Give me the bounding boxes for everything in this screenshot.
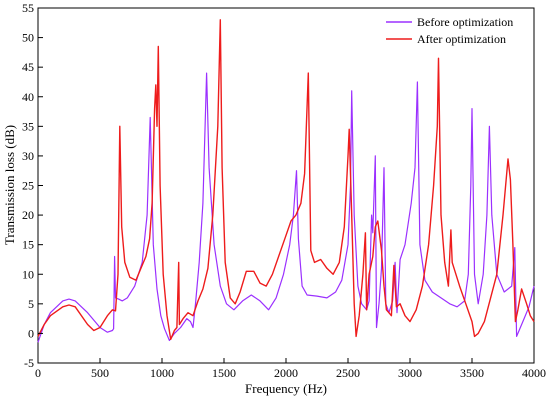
legend-label-before: Before optimization	[417, 15, 513, 29]
x-tick-label: 3000	[398, 366, 422, 380]
x-tick-label: 2500	[336, 366, 360, 380]
y-tick-label: 50	[22, 31, 34, 45]
y-tick-label: 30	[22, 149, 34, 163]
x-tick-label: 2000	[274, 366, 298, 380]
series-line-after-optimization	[37, 19, 535, 340]
y-tick-label: 20	[22, 208, 34, 222]
legend-label-after: After optimization	[417, 32, 506, 46]
y-axis-title: Transmission loss (dB)	[2, 125, 17, 245]
y-tick-label: 5	[28, 297, 34, 311]
y-tick-label: 40	[22, 90, 34, 104]
ticks-layer: 0 500 1000 1500 2000 2500 3000 3500 4000-5051015…	[22, 1, 546, 380]
y-tick-label: 55	[22, 1, 34, 15]
series-line-before-optimization	[37, 72, 535, 343]
y-tick-label: 15	[22, 238, 34, 252]
x-axis-title: Frequency (Hz)	[245, 381, 327, 396]
y-tick-label: -5	[24, 356, 34, 370]
series-layer	[37, 19, 535, 343]
x-tick-label: 1500	[212, 366, 236, 380]
x-tick-label: 500	[91, 366, 109, 380]
x-tick-label: 3500	[460, 366, 484, 380]
x-tick-label: 1000	[150, 366, 174, 380]
legend: Before optimization After optimization	[386, 15, 513, 46]
y-tick-label: 25	[22, 179, 34, 193]
x-tick-label: 4000	[522, 366, 546, 380]
x-tick-label: 0	[35, 366, 41, 380]
y-tick-label: 45	[22, 60, 34, 74]
y-tick-label: 35	[22, 119, 34, 133]
y-tick-label: 0	[28, 326, 34, 340]
y-tick-label: 10	[22, 267, 34, 281]
